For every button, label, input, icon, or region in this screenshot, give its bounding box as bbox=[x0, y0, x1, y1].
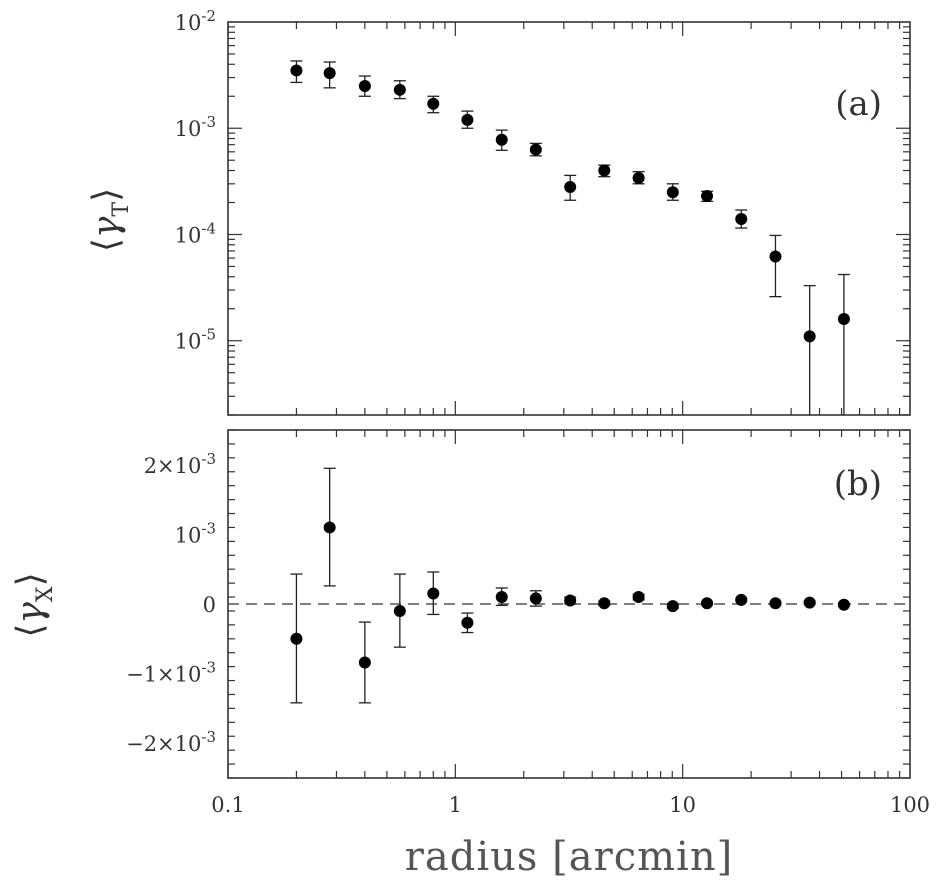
y-tick-label: −1×10-3 bbox=[126, 659, 216, 687]
data-point bbox=[666, 600, 679, 613]
x-tick-label: 10 bbox=[669, 793, 696, 817]
data-point bbox=[735, 593, 748, 606]
y-tick-label: 2×10-3 bbox=[144, 450, 216, 478]
data-point bbox=[632, 591, 645, 604]
data-point bbox=[393, 604, 406, 617]
data-point bbox=[461, 113, 474, 126]
y-tick-label: −2×10-3 bbox=[126, 728, 216, 756]
svg-text:⟨γT⟩: ⟨γT⟩ bbox=[86, 188, 134, 252]
data-point bbox=[564, 180, 577, 193]
y-tick-label: 10-4 bbox=[175, 219, 216, 247]
data-point bbox=[803, 596, 816, 609]
data-point bbox=[290, 64, 303, 77]
data-point bbox=[323, 521, 336, 534]
panel-b-y-axis-label: ⟨γX⟩ bbox=[10, 572, 58, 637]
data-point bbox=[701, 190, 714, 203]
y-label-a-close: ⟩ bbox=[86, 188, 127, 202]
panel-b-cross-shear: 2×10-310-30−1×10-3−2×10-3 0.1 1 10 100 (b) … bbox=[10, 429, 930, 880]
panel-a-y-axis-label: ⟨γT⟩ bbox=[86, 188, 134, 252]
data-point bbox=[290, 632, 303, 645]
data-point bbox=[358, 656, 371, 669]
data-point bbox=[598, 597, 611, 610]
data-point bbox=[564, 594, 577, 607]
data-point bbox=[769, 250, 782, 263]
x-tick-label: 0.1 bbox=[211, 793, 244, 817]
panel-a-ticks bbox=[227, 22, 910, 416]
data-point bbox=[666, 186, 679, 199]
data-point bbox=[632, 172, 645, 185]
x-axis-label: radius [arcmin] bbox=[405, 834, 733, 880]
data-point bbox=[393, 83, 406, 96]
panel-a-tangential-shear: 10-2 10-3 10-4 10-5 (a) ⟨γT⟩ bbox=[86, 7, 911, 416]
x-tick-label: 1 bbox=[449, 793, 462, 817]
data-point bbox=[837, 313, 850, 326]
data-point bbox=[529, 143, 542, 156]
panel-b-ticks bbox=[227, 429, 910, 779]
svg-text:⟨γX⟩: ⟨γX⟩ bbox=[10, 572, 58, 637]
data-point bbox=[495, 591, 508, 604]
data-point bbox=[529, 592, 542, 605]
data-point bbox=[701, 597, 714, 610]
y-tick-label: 10-3 bbox=[175, 113, 216, 141]
panel-a-frame bbox=[227, 21, 911, 416]
x-tick-label: 100 bbox=[890, 793, 930, 817]
y-label-b-sub: X bbox=[33, 586, 58, 602]
data-point bbox=[358, 79, 371, 92]
panel-b-data-points bbox=[290, 521, 850, 669]
y-label-a-gamma: γ bbox=[86, 216, 127, 238]
panel-b-y-tick-labels: 2×10-3 10-3 0 −1×10-3 −2×10-3 bbox=[126, 450, 216, 756]
panel-b-label: (b) bbox=[834, 464, 882, 504]
panel-a-error-bars bbox=[290, 60, 850, 415]
y-tick-label: 10-3 bbox=[175, 519, 216, 547]
data-point bbox=[427, 97, 440, 110]
data-point bbox=[735, 212, 748, 225]
data-point bbox=[837, 598, 850, 611]
y-label-a-sub: T bbox=[109, 202, 134, 217]
x-tick-labels: 0.1 1 10 100 bbox=[211, 793, 930, 817]
panel-a-data-points bbox=[290, 64, 850, 343]
panel-b-error-bars bbox=[290, 467, 850, 704]
y-label-b-close: ⟩ bbox=[10, 572, 51, 586]
data-point bbox=[427, 587, 440, 600]
data-point bbox=[495, 133, 508, 146]
data-point bbox=[769, 597, 782, 610]
panel-a-label: (a) bbox=[835, 84, 882, 124]
y-tick-label: 10-2 bbox=[175, 7, 216, 35]
y-label-a-open: ⟨ bbox=[86, 238, 127, 252]
y-label-b-gamma: γ bbox=[10, 602, 51, 624]
data-point bbox=[598, 164, 611, 177]
panel-a-y-tick-labels: 10-2 10-3 10-4 10-5 bbox=[175, 7, 216, 354]
y-tick-label: 10-5 bbox=[175, 326, 216, 354]
data-point bbox=[803, 330, 816, 343]
data-point bbox=[323, 67, 336, 80]
data-point bbox=[461, 616, 474, 629]
y-tick-label: 0 bbox=[203, 593, 216, 617]
y-label-b-open: ⟨ bbox=[10, 624, 51, 638]
